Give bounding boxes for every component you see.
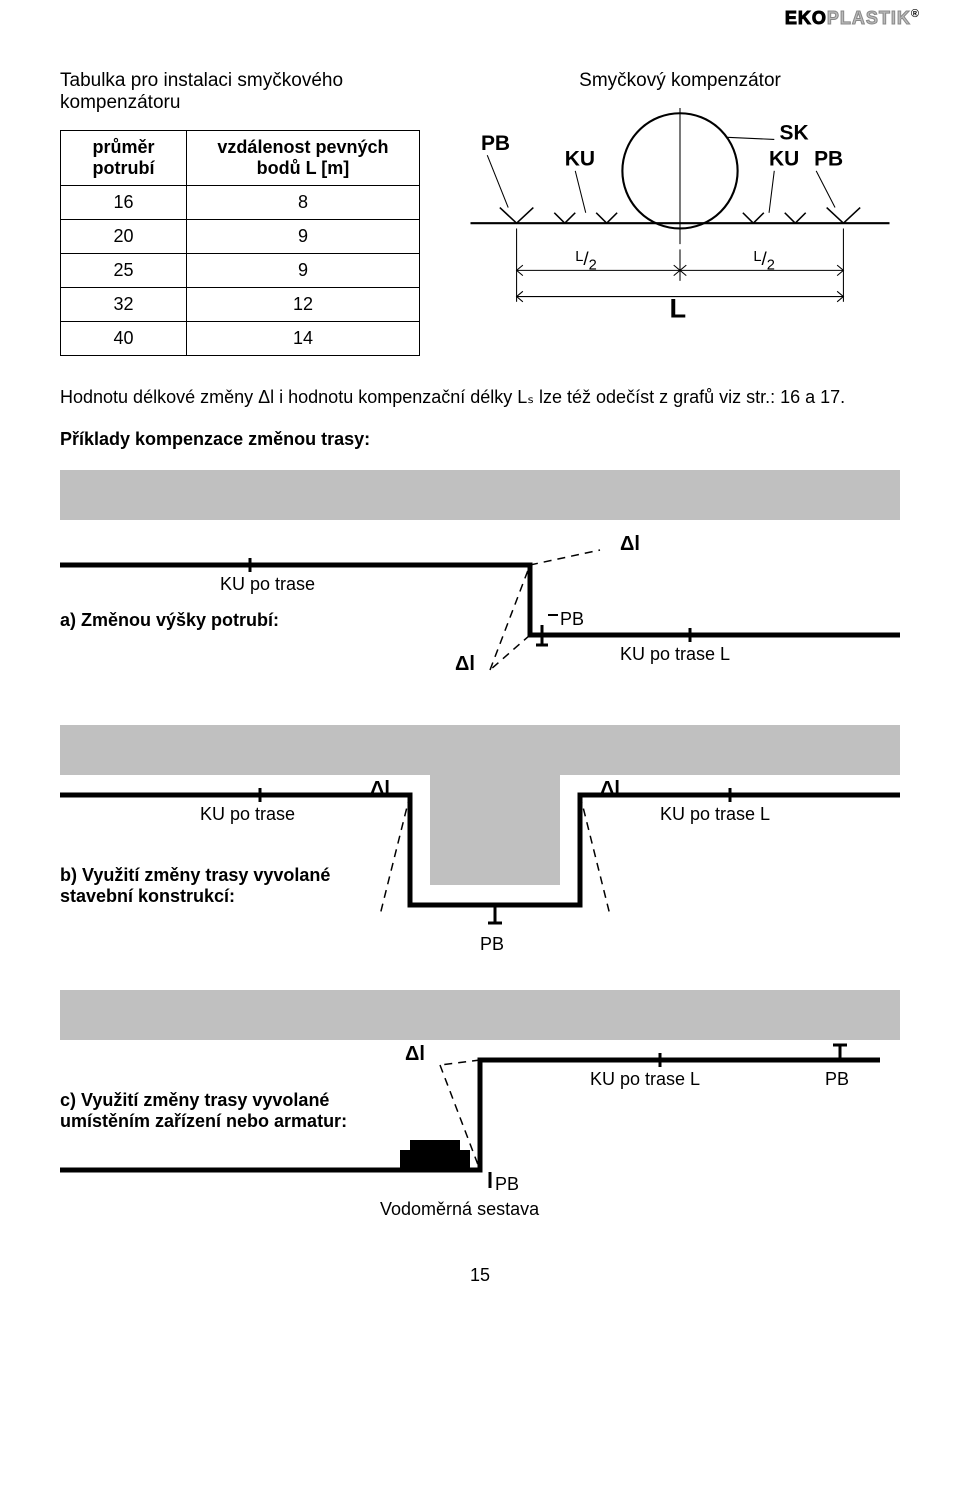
compensator-table: průměr potrubí vzdálenost pevných bodů L…	[60, 130, 420, 356]
label-sk: SK	[780, 121, 809, 144]
label-ku-right: KU	[769, 148, 799, 171]
table-header-row: průměr potrubí vzdálenost pevných bodů L…	[61, 131, 420, 186]
label-ku-po-trase-l-b: KU po trase L	[660, 804, 770, 824]
label-dl-left-b: Δl	[370, 778, 390, 800]
logo-part1: EKO	[785, 8, 827, 28]
label-dl-bottom: Δl	[455, 653, 475, 675]
example-a-label: a) Změnou výšky potrubí:	[60, 610, 279, 631]
example-c: Δl KU po trase L PB PB Vodoměrná sestava…	[60, 990, 900, 1235]
label-ku-po-trase-b: KU po trase	[200, 804, 295, 824]
label-pb-device-c: PB	[495, 1174, 519, 1194]
page-number: 15	[60, 1265, 900, 1286]
logo-part2: PLASTIK	[827, 8, 911, 28]
table-row: 3212	[61, 288, 420, 322]
label-pb-right: PB	[814, 148, 843, 171]
example-b-label: b) Využití změny trasy vyvolané stavební…	[60, 865, 380, 907]
example-b: KU po trase KU po trase L Δl Δl PB b) Vy…	[60, 725, 900, 970]
table-row: 4014	[61, 322, 420, 356]
label-pb-right-c: PB	[825, 1069, 849, 1089]
logo-reg: ®	[911, 8, 920, 20]
label-pb: PB	[560, 609, 584, 629]
label-pb-left: PB	[481, 132, 510, 155]
table-title: Tabulka pro instalaci smyčkového kompenz…	[60, 70, 420, 114]
compensator-title: Smyčkový kompenzátor	[460, 70, 900, 92]
label-dl-c: Δl	[405, 1043, 425, 1065]
table-header-2: vzdálenost pevných bodů L [m]	[186, 131, 419, 186]
label-l: L	[670, 293, 687, 324]
label-ku-po-trase-l: KU po trase L	[620, 644, 730, 664]
label-ku-po-trase: KU po trase	[220, 574, 315, 594]
label-pb-b: PB	[480, 934, 504, 954]
label-dl-top: Δl	[620, 533, 640, 555]
label-dl-right-b: Δl	[600, 778, 620, 800]
example-a: KU po trase Δl Δl PB KU po trase L a) Zm…	[60, 470, 900, 695]
example-c-label: c) Využití změny trasy vyvolané umístění…	[60, 1090, 380, 1132]
brand-logo: EKOPLASTIK®	[785, 8, 920, 29]
label-vodom: Vodoměrná sestava	[380, 1199, 540, 1219]
label-lhalf-left: L/2	[575, 248, 597, 273]
label-lhalf-right: L/2	[753, 248, 775, 273]
table-row: 168	[61, 186, 420, 220]
label-ku-po-trase-l-c: KU po trase L	[590, 1069, 700, 1089]
table-header-1: průměr potrubí	[61, 131, 187, 186]
examples-title: Příklady kompenzace změnou trasy:	[60, 429, 900, 450]
compensator-diagram: PB KU SK KU PB L/2 L/2	[460, 108, 900, 349]
table-row: 209	[61, 220, 420, 254]
note-text: Hodnotu délkové změny Δl i hodnotu kompe…	[60, 386, 900, 409]
label-ku-left: KU	[565, 148, 595, 171]
table-row: 259	[61, 254, 420, 288]
